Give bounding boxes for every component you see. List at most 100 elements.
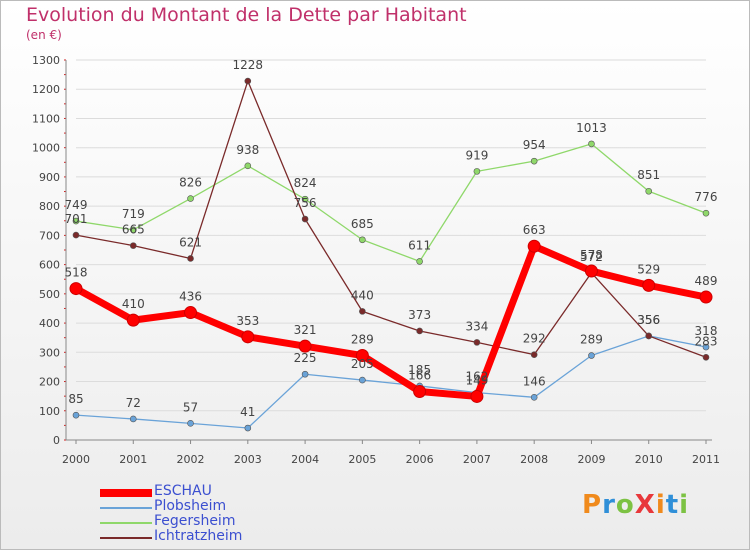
data-label: 292 <box>523 332 546 346</box>
data-point <box>588 352 595 359</box>
logo-letter: r <box>602 490 616 520</box>
data-label: 205 <box>351 357 374 371</box>
x-tick-label: 2007 <box>463 453 491 466</box>
data-label: 289 <box>580 333 603 347</box>
data-label: 166 <box>408 368 431 382</box>
data-point <box>244 162 252 170</box>
data-label: 919 <box>465 148 488 162</box>
data-label: 749 <box>65 198 88 212</box>
data-label: 529 <box>637 262 660 276</box>
data-label: 149 <box>465 373 488 387</box>
data-point <box>241 330 255 344</box>
data-label: 621 <box>179 235 202 249</box>
data-point <box>129 226 137 234</box>
logo-letter: t <box>665 490 680 520</box>
data-point <box>244 77 252 85</box>
data-label: 289 <box>351 333 374 347</box>
y-tick-label: 100 <box>39 405 60 418</box>
series-line-fegersheim <box>75 143 707 263</box>
data-label: 578 <box>580 248 603 262</box>
y-tick-label: 1200 <box>32 83 60 96</box>
data-label: 1013 <box>576 121 607 135</box>
x-tick-label: 2004 <box>291 453 319 466</box>
y-tick-label: 900 <box>39 171 60 184</box>
data-label: 41 <box>240 405 255 419</box>
legend-label: ESCHAU <box>154 483 212 499</box>
data-label: 489 <box>695 274 718 288</box>
data-point <box>355 349 369 363</box>
y-tick-label: 600 <box>39 259 60 272</box>
chart-title: Evolution du Montant de la Dette par Hab… <box>26 4 467 26</box>
data-point <box>129 242 137 249</box>
data-label: 851 <box>637 168 660 182</box>
data-label: 938 <box>236 143 259 157</box>
x-tick-label: 2009 <box>577 453 605 466</box>
y-tick-label: 300 <box>39 346 60 359</box>
data-label: 162 <box>465 370 488 384</box>
data-point <box>359 308 366 315</box>
data-point <box>301 195 309 203</box>
legend-label: Ichtratzheim <box>154 528 243 544</box>
data-point <box>244 424 252 432</box>
data-point <box>359 376 366 384</box>
y-tick-label: 400 <box>39 317 60 330</box>
x-tick-label: 2001 <box>119 453 147 466</box>
data-point <box>187 195 194 202</box>
data-label: 756 <box>294 196 317 210</box>
data-label: 283 <box>695 334 718 348</box>
data-point <box>72 217 80 225</box>
data-point <box>702 209 710 217</box>
legend-label: Fegersheim <box>154 513 236 529</box>
data-label: 410 <box>122 297 145 311</box>
data-label: 518 <box>65 266 88 280</box>
data-point <box>413 384 427 398</box>
data-label: 685 <box>351 217 374 231</box>
data-point <box>645 187 653 195</box>
data-point <box>588 140 595 148</box>
data-point <box>527 239 541 253</box>
data-label: 1228 <box>233 58 264 72</box>
data-point <box>184 306 198 320</box>
data-label: 356 <box>637 313 660 327</box>
x-tick-label: 2011 <box>692 453 720 466</box>
data-label: 334 <box>465 319 488 333</box>
data-label: 824 <box>294 176 317 190</box>
data-label: 356 <box>637 313 660 327</box>
logo-letter: o <box>615 490 635 520</box>
data-label: 185 <box>408 363 431 377</box>
data-label: 776 <box>695 190 718 204</box>
data-point <box>645 332 653 340</box>
data-point <box>416 327 423 335</box>
data-label: 663 <box>523 223 546 237</box>
x-tick-label: 2006 <box>406 453 434 466</box>
data-point <box>301 370 309 378</box>
data-point <box>69 282 83 296</box>
series-line-eschau <box>74 242 707 400</box>
legend-swatch <box>100 522 152 524</box>
data-label: 85 <box>68 392 83 406</box>
x-tick-label: 2000 <box>62 453 90 466</box>
data-point <box>702 353 710 361</box>
data-point <box>126 313 140 327</box>
data-point <box>187 420 194 427</box>
data-point <box>699 290 713 304</box>
x-tick-label: 2002 <box>177 453 205 466</box>
chart-subtitle: (en €) <box>26 28 62 42</box>
x-tick-label: 2005 <box>348 453 376 466</box>
data-label: 826 <box>179 176 202 190</box>
data-label: 436 <box>179 290 202 304</box>
data-point <box>72 411 80 419</box>
data-point <box>470 389 484 403</box>
legend-label: Plobsheim <box>154 498 227 514</box>
series-line-plobsheim <box>75 335 707 429</box>
data-point <box>129 415 137 423</box>
data-label: 954 <box>523 138 546 152</box>
legend-swatch <box>100 507 152 509</box>
data-label: 72 <box>126 396 141 410</box>
data-label: 701 <box>65 212 88 226</box>
x-tick-label: 2003 <box>234 453 262 466</box>
y-tick-label: 0 <box>53 434 60 447</box>
y-tick-label: 1300 <box>32 54 60 67</box>
